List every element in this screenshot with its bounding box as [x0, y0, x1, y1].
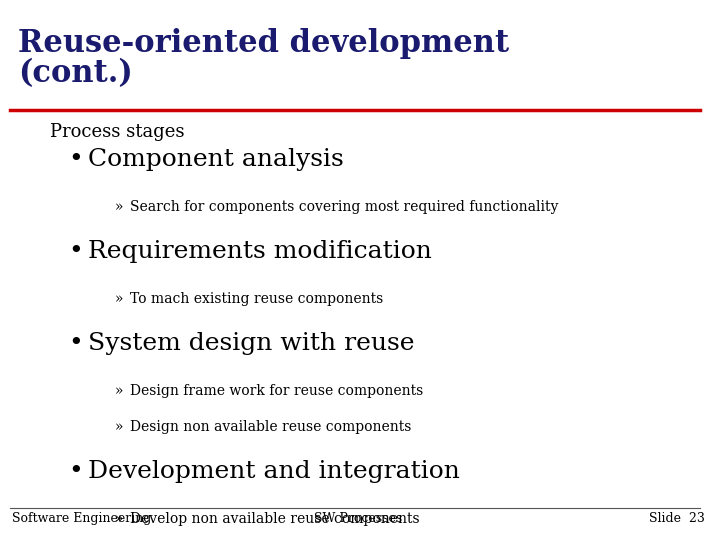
Text: Component analysis: Component analysis — [88, 148, 343, 171]
Text: System design with reuse: System design with reuse — [88, 332, 414, 355]
Text: Design non available reuse components: Design non available reuse components — [130, 420, 412, 434]
Text: »: » — [115, 200, 123, 214]
Text: Development and integration: Development and integration — [88, 460, 460, 483]
Text: Process stages: Process stages — [50, 123, 184, 141]
Text: Software Engineering: Software Engineering — [12, 512, 151, 525]
Text: »: » — [115, 512, 123, 526]
Text: •: • — [68, 240, 82, 263]
Text: •: • — [68, 148, 82, 171]
Text: Search for components covering most required functionality: Search for components covering most requ… — [130, 200, 559, 214]
Text: »: » — [115, 420, 123, 434]
Text: Slide  23: Slide 23 — [649, 512, 705, 525]
Text: •: • — [68, 332, 82, 355]
Text: SW Processes: SW Processes — [314, 512, 402, 525]
Text: (cont.): (cont.) — [18, 58, 133, 89]
Text: Requirements modification: Requirements modification — [88, 240, 432, 263]
Text: •: • — [68, 460, 82, 483]
Text: To mach existing reuse components: To mach existing reuse components — [130, 292, 384, 306]
Text: Develop non available reuse components: Develop non available reuse components — [130, 512, 419, 526]
Text: Reuse-oriented development: Reuse-oriented development — [18, 28, 509, 59]
Text: Design frame work for reuse components: Design frame work for reuse components — [130, 384, 423, 398]
Text: »: » — [115, 384, 123, 398]
Text: »: » — [115, 292, 123, 306]
